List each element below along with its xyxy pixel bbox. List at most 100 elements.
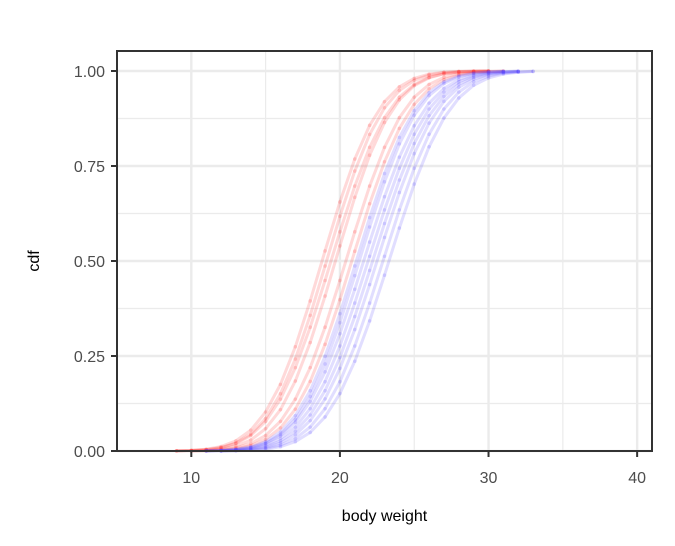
series-point [486, 72, 491, 76]
series-blue-13 [219, 69, 535, 453]
series-point [248, 446, 253, 451]
series-point [486, 69, 491, 74]
series-point [427, 75, 431, 80]
series-point [367, 268, 372, 273]
series-point [308, 388, 312, 393]
series-point [352, 314, 357, 319]
series-point [323, 397, 327, 401]
series-point [442, 86, 446, 91]
series-point [367, 254, 372, 259]
series-point [234, 441, 238, 445]
series-point [397, 142, 402, 146]
series-point [338, 366, 342, 371]
series-point [308, 394, 312, 399]
series-point [427, 132, 431, 137]
series-point [338, 379, 342, 384]
series-point [382, 273, 387, 277]
series-point [412, 78, 417, 83]
series-point [338, 344, 342, 348]
series-point [293, 420, 298, 425]
series-point [427, 73, 431, 77]
series-point [397, 84, 402, 89]
series-blue-7 [204, 69, 506, 453]
series-line [206, 69, 504, 453]
series-point [308, 299, 312, 303]
series-point [382, 99, 387, 104]
series-point [263, 437, 268, 442]
series-point [397, 88, 402, 93]
series-point [293, 425, 298, 429]
series-line [221, 69, 534, 453]
series-point [293, 429, 298, 434]
series-point [352, 344, 357, 348]
series-point [397, 98, 402, 102]
series-point [323, 388, 327, 393]
series-point [293, 432, 298, 437]
series-point [248, 428, 253, 432]
series-point [442, 71, 446, 76]
series-point [323, 294, 327, 298]
series-point [471, 77, 476, 81]
series-point [412, 95, 417, 99]
series-point [278, 430, 283, 434]
series-point [486, 70, 491, 74]
series-point [219, 445, 223, 450]
series-point [308, 340, 312, 345]
series-point [248, 443, 253, 448]
series-point [323, 362, 327, 366]
series-point [338, 331, 342, 336]
series-point [516, 69, 521, 74]
y-tick-label: 1.00 [74, 64, 105, 81]
series-point [501, 71, 506, 75]
series-point [397, 95, 402, 99]
series-point [397, 208, 402, 212]
series-point [382, 115, 387, 120]
series-point [308, 313, 312, 318]
series-point [457, 90, 461, 94]
series-point [338, 297, 342, 302]
series-point [442, 90, 446, 94]
series-point [412, 141, 417, 146]
series-point [308, 379, 312, 384]
series-point [471, 73, 476, 77]
series-point [323, 415, 327, 419]
series-point [234, 441, 238, 446]
series-point [412, 123, 417, 128]
series-point [248, 433, 253, 438]
series-point [516, 69, 521, 74]
series-point [412, 113, 417, 117]
series-point [323, 354, 327, 359]
series-line [206, 69, 519, 453]
series-line [206, 69, 519, 453]
series-point [367, 123, 372, 128]
series-point [308, 430, 312, 435]
x-tick-label: 20 [331, 470, 349, 487]
series-point [382, 160, 387, 164]
series-point [486, 70, 491, 75]
series-point [263, 441, 268, 445]
series-point [427, 101, 431, 105]
series-point [471, 71, 476, 75]
series-point [412, 76, 417, 81]
series-point [471, 75, 476, 80]
x-axis-title: body weight [342, 508, 428, 525]
series-point [442, 70, 446, 74]
series-point [501, 70, 506, 74]
series-point [352, 157, 357, 161]
series-point [248, 438, 253, 442]
series-point [248, 441, 253, 446]
series-point [442, 70, 446, 75]
series-point [367, 215, 372, 220]
series-point [442, 116, 446, 120]
series-point [263, 441, 268, 446]
series-point [352, 359, 357, 364]
series-point [352, 273, 357, 278]
series-point [308, 325, 312, 330]
series-point [234, 444, 238, 448]
series-point [486, 71, 491, 75]
series-point [352, 287, 357, 292]
series-line [176, 69, 489, 453]
series-point [412, 151, 417, 156]
series-point [278, 419, 283, 424]
